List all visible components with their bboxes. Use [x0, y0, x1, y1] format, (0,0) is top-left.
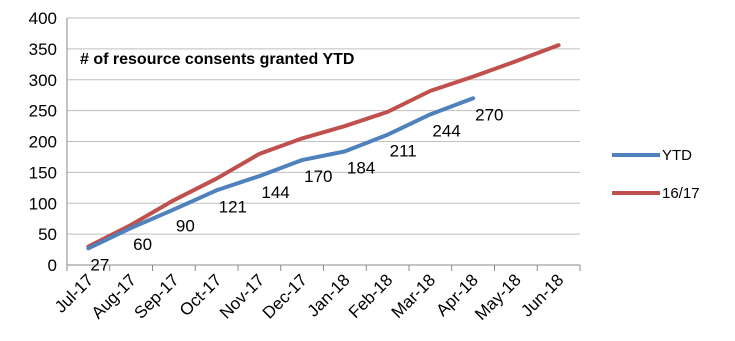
x-tick-label: Aug-17 [88, 270, 140, 322]
data-label: 270 [475, 105, 503, 124]
data-label: 144 [261, 183, 289, 202]
x-tick-label: Feb-18 [345, 270, 397, 322]
y-tick-label: 300 [29, 71, 57, 90]
legend-label: 16/17 [662, 185, 700, 202]
x-tick-label: Mar-18 [388, 270, 440, 322]
data-labels: 27 60 90 121 144 170 184 211 244 270 [90, 105, 503, 274]
y-tick-label: 350 [29, 40, 57, 59]
x-tick-label: Dec-17 [259, 270, 311, 322]
data-label: 170 [304, 167, 332, 186]
data-label: 90 [176, 216, 195, 235]
y-tick-label: 150 [29, 163, 57, 182]
x-tick-label: May-18 [471, 270, 525, 324]
legend-label: YTD [662, 147, 692, 164]
x-tick-label: Nov-17 [216, 270, 268, 322]
data-label: 121 [219, 197, 247, 216]
x-tick-label: Jan-18 [304, 270, 354, 320]
data-label: 211 [390, 142, 417, 161]
x-tick-label: Jun-18 [517, 270, 567, 320]
series-line-ytd [86, 96, 476, 251]
y-tick-label: 0 [48, 256, 57, 275]
chart-title: # of resource consents granted YTD [80, 51, 354, 68]
y-tick-label: 200 [29, 133, 57, 152]
y-tick-label: 50 [38, 225, 57, 244]
data-label: 27 [90, 255, 109, 274]
series-lines [86, 43, 561, 251]
data-label: 60 [133, 235, 152, 254]
legend: YTD 16/17 [612, 147, 700, 202]
y-tick-label: 400 [29, 9, 57, 28]
y-tick-label: 250 [29, 102, 57, 121]
data-label: 184 [347, 158, 375, 177]
y-tick-label: 100 [29, 194, 57, 213]
series-line-16-17 [86, 43, 561, 249]
data-label: 244 [432, 121, 460, 140]
x-tick-label: Sep-17 [130, 270, 182, 322]
grid-lines [67, 17, 580, 266]
